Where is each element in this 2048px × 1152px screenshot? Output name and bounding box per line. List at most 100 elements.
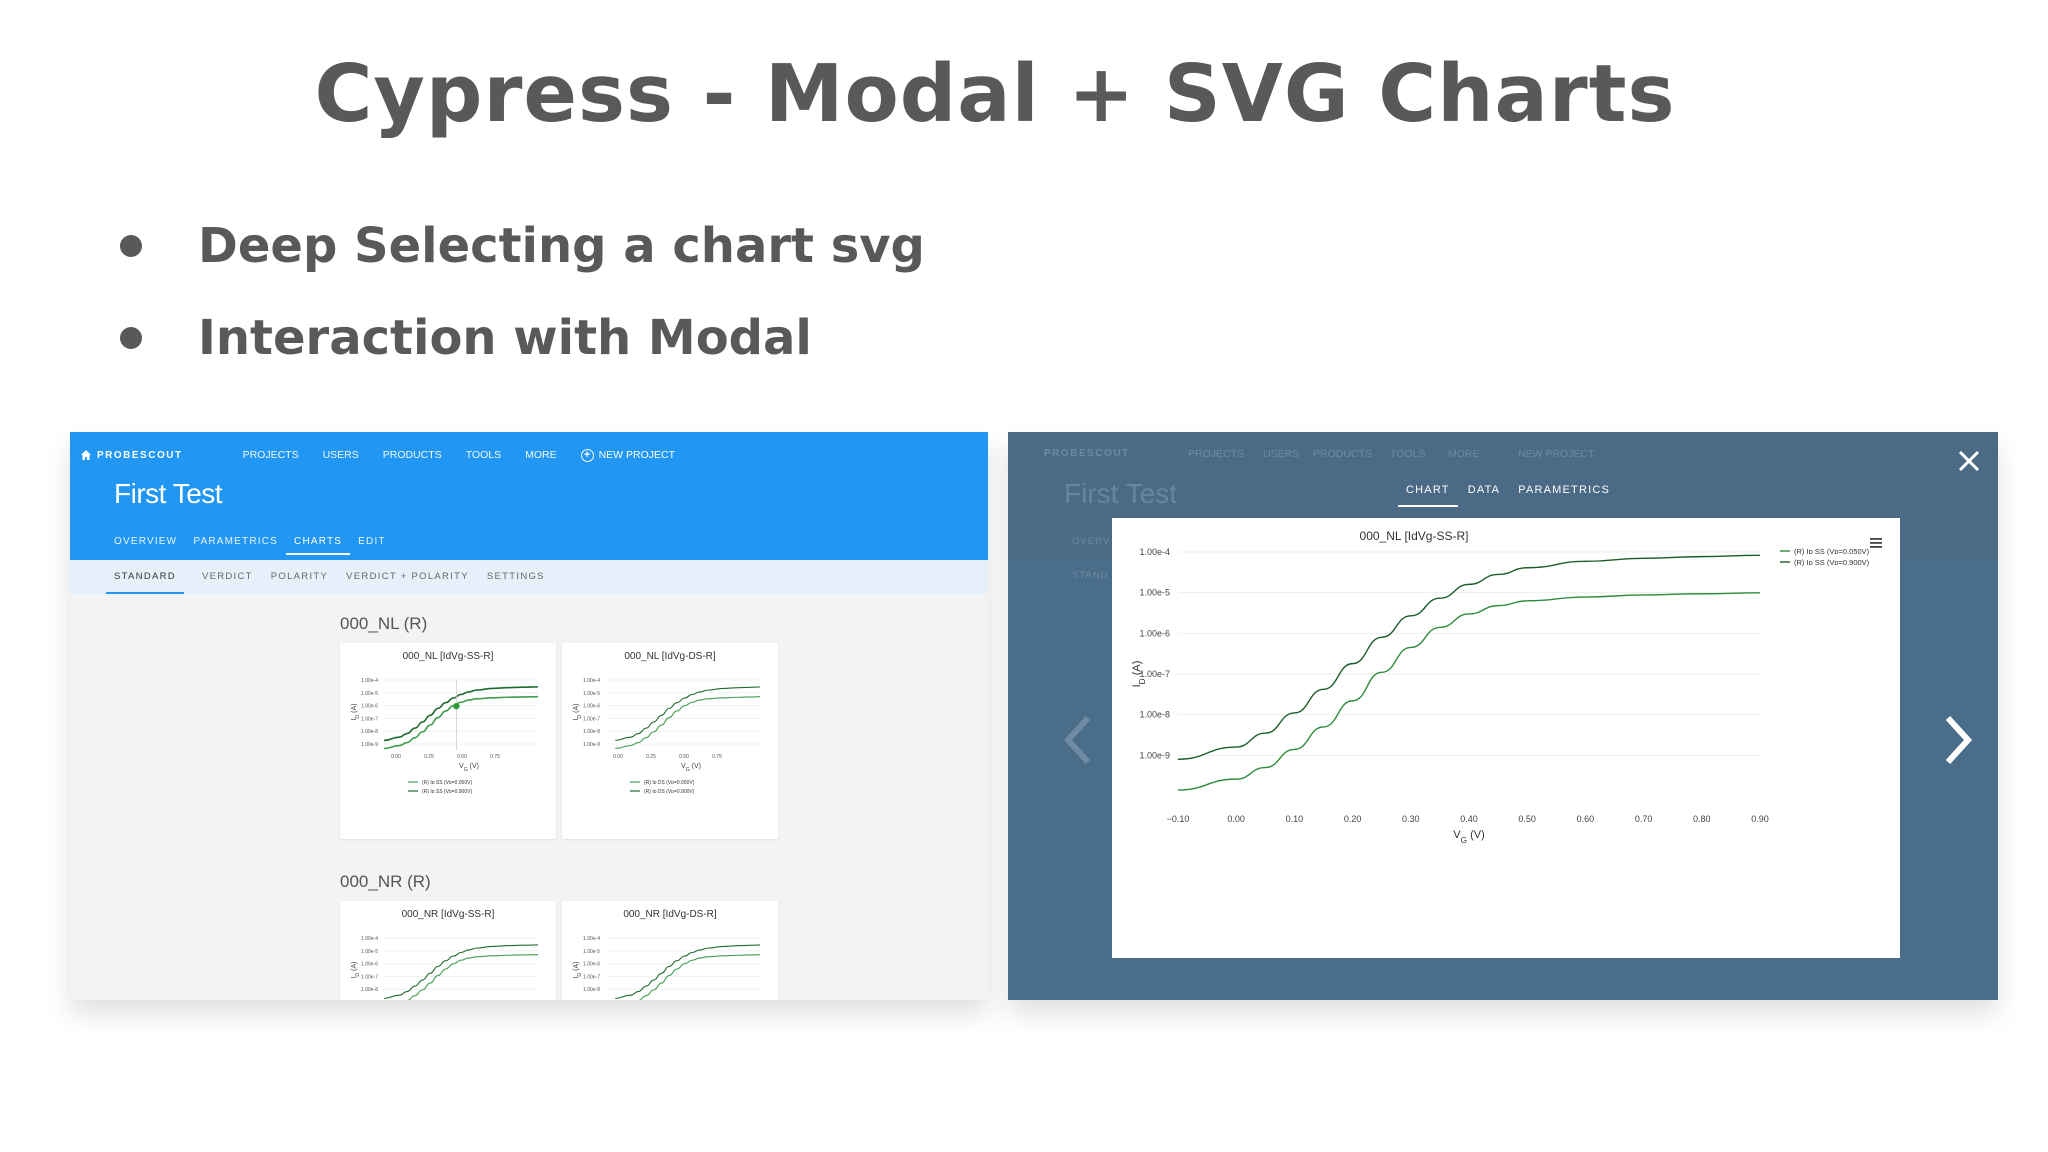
new-project-button[interactable]: + NEW PROJECT: [580, 448, 676, 462]
y-tick-label: 1.00e-9: [583, 742, 600, 748]
legend-label: (R) Iᴅ SS (Vᴅ=0.050V): [1794, 547, 1870, 556]
top-nav: PROBESCOUT PROJECTS USERS PRODUCTS TOOLS…: [80, 442, 978, 468]
legend-label: (R) Iᴅ DS (Vᴅ=0.900V): [644, 789, 695, 795]
y-tick-label: 1.00e-9: [361, 742, 378, 748]
y-tick-label: 1.00e-4: [361, 936, 378, 942]
y-tick-label: 1.00e-6: [361, 704, 378, 710]
tab-parametrics[interactable]: PARAMETRICS: [193, 536, 279, 547]
hover-marker: [453, 702, 460, 710]
modal-tab-data[interactable]: DATA: [1467, 484, 1501, 496]
y-tick-label: 1.00e-6: [583, 704, 600, 710]
legend-label: (R) Iᴅ SS (Vᴅ=0.050V): [422, 780, 472, 786]
x-tick-label: 0.60: [1577, 814, 1595, 824]
chevron-left-icon[interactable]: [1060, 712, 1094, 768]
y-tick-label: 1.00e-4: [1139, 547, 1170, 557]
dimmed-page-title: First Test: [1064, 478, 1178, 509]
brand-logo[interactable]: PROBESCOUT: [80, 449, 183, 461]
tab-charts[interactable]: CHARTS: [286, 536, 351, 555]
series-line: [407, 954, 539, 1000]
x-tick-label: 0.50: [457, 754, 467, 760]
x-tick-label: 0.75: [712, 754, 722, 760]
close-icon[interactable]: [1954, 446, 1984, 476]
x-tick-label: 0.50: [1518, 814, 1536, 824]
chart-card[interactable]: 000_NR [IdVg-SS-R] 1.00e-4 1.00e-5 1.00e-6…: [340, 901, 556, 1000]
modal-tabs: CHART DATA PARAMETRICS: [1398, 484, 1620, 507]
nav-projects[interactable]: PROJECTS: [242, 449, 299, 461]
group-title: 000_NL (R): [340, 614, 428, 633]
y-axis-label: ID (A): [573, 703, 583, 720]
nav-more[interactable]: MORE: [525, 449, 557, 461]
x-tick-label: 0.25: [424, 754, 434, 760]
dimmed-nav-products: PRODUCTS: [1313, 448, 1372, 460]
subtab-standard[interactable]: STANDARD: [106, 560, 184, 594]
y-tick-label: 1.00e-4: [583, 678, 600, 684]
nav-tools[interactable]: TOOLS: [465, 449, 502, 461]
chart-title: 000_NL [IdVg-SS-R]: [1360, 529, 1469, 543]
mini-chart-svg[interactable]: 1.00e-41.00e-51.00e-61.00e-71.00e-81.00e…: [340, 920, 556, 1000]
dimmed-new-project: NEW PROJECT: [1518, 448, 1595, 460]
subtab-verdict[interactable]: VERDICT: [201, 571, 253, 582]
chart-card[interactable]: 000_NR [IdVg-DS-R] 1.00e-4 1.00e-5 1.00e-6…: [562, 901, 778, 1000]
mini-chart-svg[interactable]: 1.00e-41.00e-51.00e-61.00e-71.00e-81.00e…: [340, 662, 556, 830]
legend-label: (R) Iᴅ SS (Vᴅ=0.900V): [1794, 558, 1870, 567]
series-line: [615, 944, 761, 999]
y-tick-label: 1.00e-7: [583, 716, 600, 722]
x-tick-label: 0.70: [1635, 814, 1653, 824]
nav-users[interactable]: USERS: [322, 449, 359, 461]
chart-card-title: 000_NR [IdVg-SS-R]: [401, 909, 495, 920]
group-title: 000_NR (R): [340, 872, 431, 891]
modal-tab-parametrics[interactable]: PARAMETRICS: [1518, 484, 1611, 496]
subtab-settings[interactable]: SETTINGS: [486, 571, 545, 582]
series-line: [1177, 554, 1761, 760]
subtab-verdict-polarity[interactable]: VERDICT + POLARITY: [346, 571, 469, 582]
chart-svg[interactable]: 000_NL [IdVg-SS-R] 1.00e-4 1.00e-5 1.00e-6 1…: [1112, 518, 1900, 958]
y-tick-label: 1.00e-5: [361, 691, 378, 697]
chart-card-title: 000_NR [IdVg-DS-R]: [623, 909, 717, 920]
chart-card[interactable]: 000_NL [IdVg-DS-R] 1.00e-4 1.00e-5 1.00e-6…: [562, 643, 778, 839]
y-axis-label: ID (A): [351, 703, 361, 720]
tab-edit[interactable]: EDIT: [358, 536, 386, 547]
series-line: [615, 696, 761, 749]
dimmed-subtab-standard: STAND: [1072, 570, 1109, 581]
bullet-list: Deep Selecting a chart svg Interaction w…: [120, 200, 925, 384]
x-tick-label: −0.10: [1167, 814, 1190, 824]
mini-chart-svg[interactable]: 1.00e-41.00e-51.00e-61.00e-71.00e-81.00e…: [562, 662, 778, 830]
y-tick-label: 1.00e-5: [583, 949, 600, 955]
dimmed-tab-overview: OVERV: [1072, 536, 1111, 547]
y-tick-label: 1.00e-4: [361, 678, 378, 684]
legend-label: (R) Iᴅ SS (Vᴅ=0.900V): [422, 789, 472, 795]
new-project-label: NEW PROJECT: [598, 449, 676, 461]
app-header: PROBESCOUT PROJECTS USERS PRODUCTS TOOLS…: [70, 432, 988, 560]
x-tick-label: 0.00: [1227, 814, 1245, 824]
y-tick-label: 1.00e-8: [361, 987, 378, 993]
y-axis-label: ID (A): [351, 961, 361, 978]
x-tick-label: 0.50: [679, 754, 689, 760]
y-tick-label: 1.00e-8: [1139, 710, 1170, 720]
bullet-item: Interaction with Modal: [120, 292, 925, 384]
chart-card[interactable]: 000_NL [IdVg-SS-R] 1.00e-4 1.00e-5 1.00e-6…: [340, 643, 556, 839]
modal-tab-chart[interactable]: CHART: [1398, 484, 1458, 507]
nav-products[interactable]: PRODUCTS: [382, 449, 442, 461]
y-tick-label: 1.00e-5: [1139, 588, 1170, 598]
x-tick-label: 0.75: [490, 754, 500, 760]
y-tick-label: 1.00e-7: [361, 716, 378, 722]
mini-chart-svg[interactable]: 1.00e-41.00e-51.00e-61.00e-71.00e-81.00e…: [562, 920, 778, 1000]
y-axis-label: ID (A): [573, 961, 583, 978]
y-tick-label: 1.00e-7: [361, 974, 378, 980]
y-tick-label: 1.00e-7: [1139, 669, 1170, 679]
chevron-right-icon[interactable]: [1942, 712, 1976, 768]
series-line: [383, 695, 539, 750]
y-tick-label: 1.00e-9: [1139, 750, 1170, 760]
project-tabs: OVERVIEW PARAMETRICS CHARTS EDIT: [106, 536, 394, 555]
y-tick-label: 1.00e-5: [361, 949, 378, 955]
menu-icon[interactable]: [1870, 538, 1882, 548]
tab-overview[interactable]: OVERVIEW: [114, 536, 178, 547]
chart-card-title: 000_NL [IdVg-SS-R]: [402, 651, 494, 662]
x-axis-label: VG (V): [681, 763, 701, 773]
subtab-polarity[interactable]: POLARITY: [270, 571, 329, 582]
series-line: [615, 686, 761, 741]
chart-modal: 000_NL [IdVg-SS-R] 1.00e-4 1.00e-5 1.00e-6 1…: [1112, 518, 1900, 958]
dimmed-nav-users: USERS: [1263, 448, 1300, 460]
series-line: [638, 954, 761, 1000]
y-tick-label: 1.00e-6: [1139, 628, 1170, 638]
